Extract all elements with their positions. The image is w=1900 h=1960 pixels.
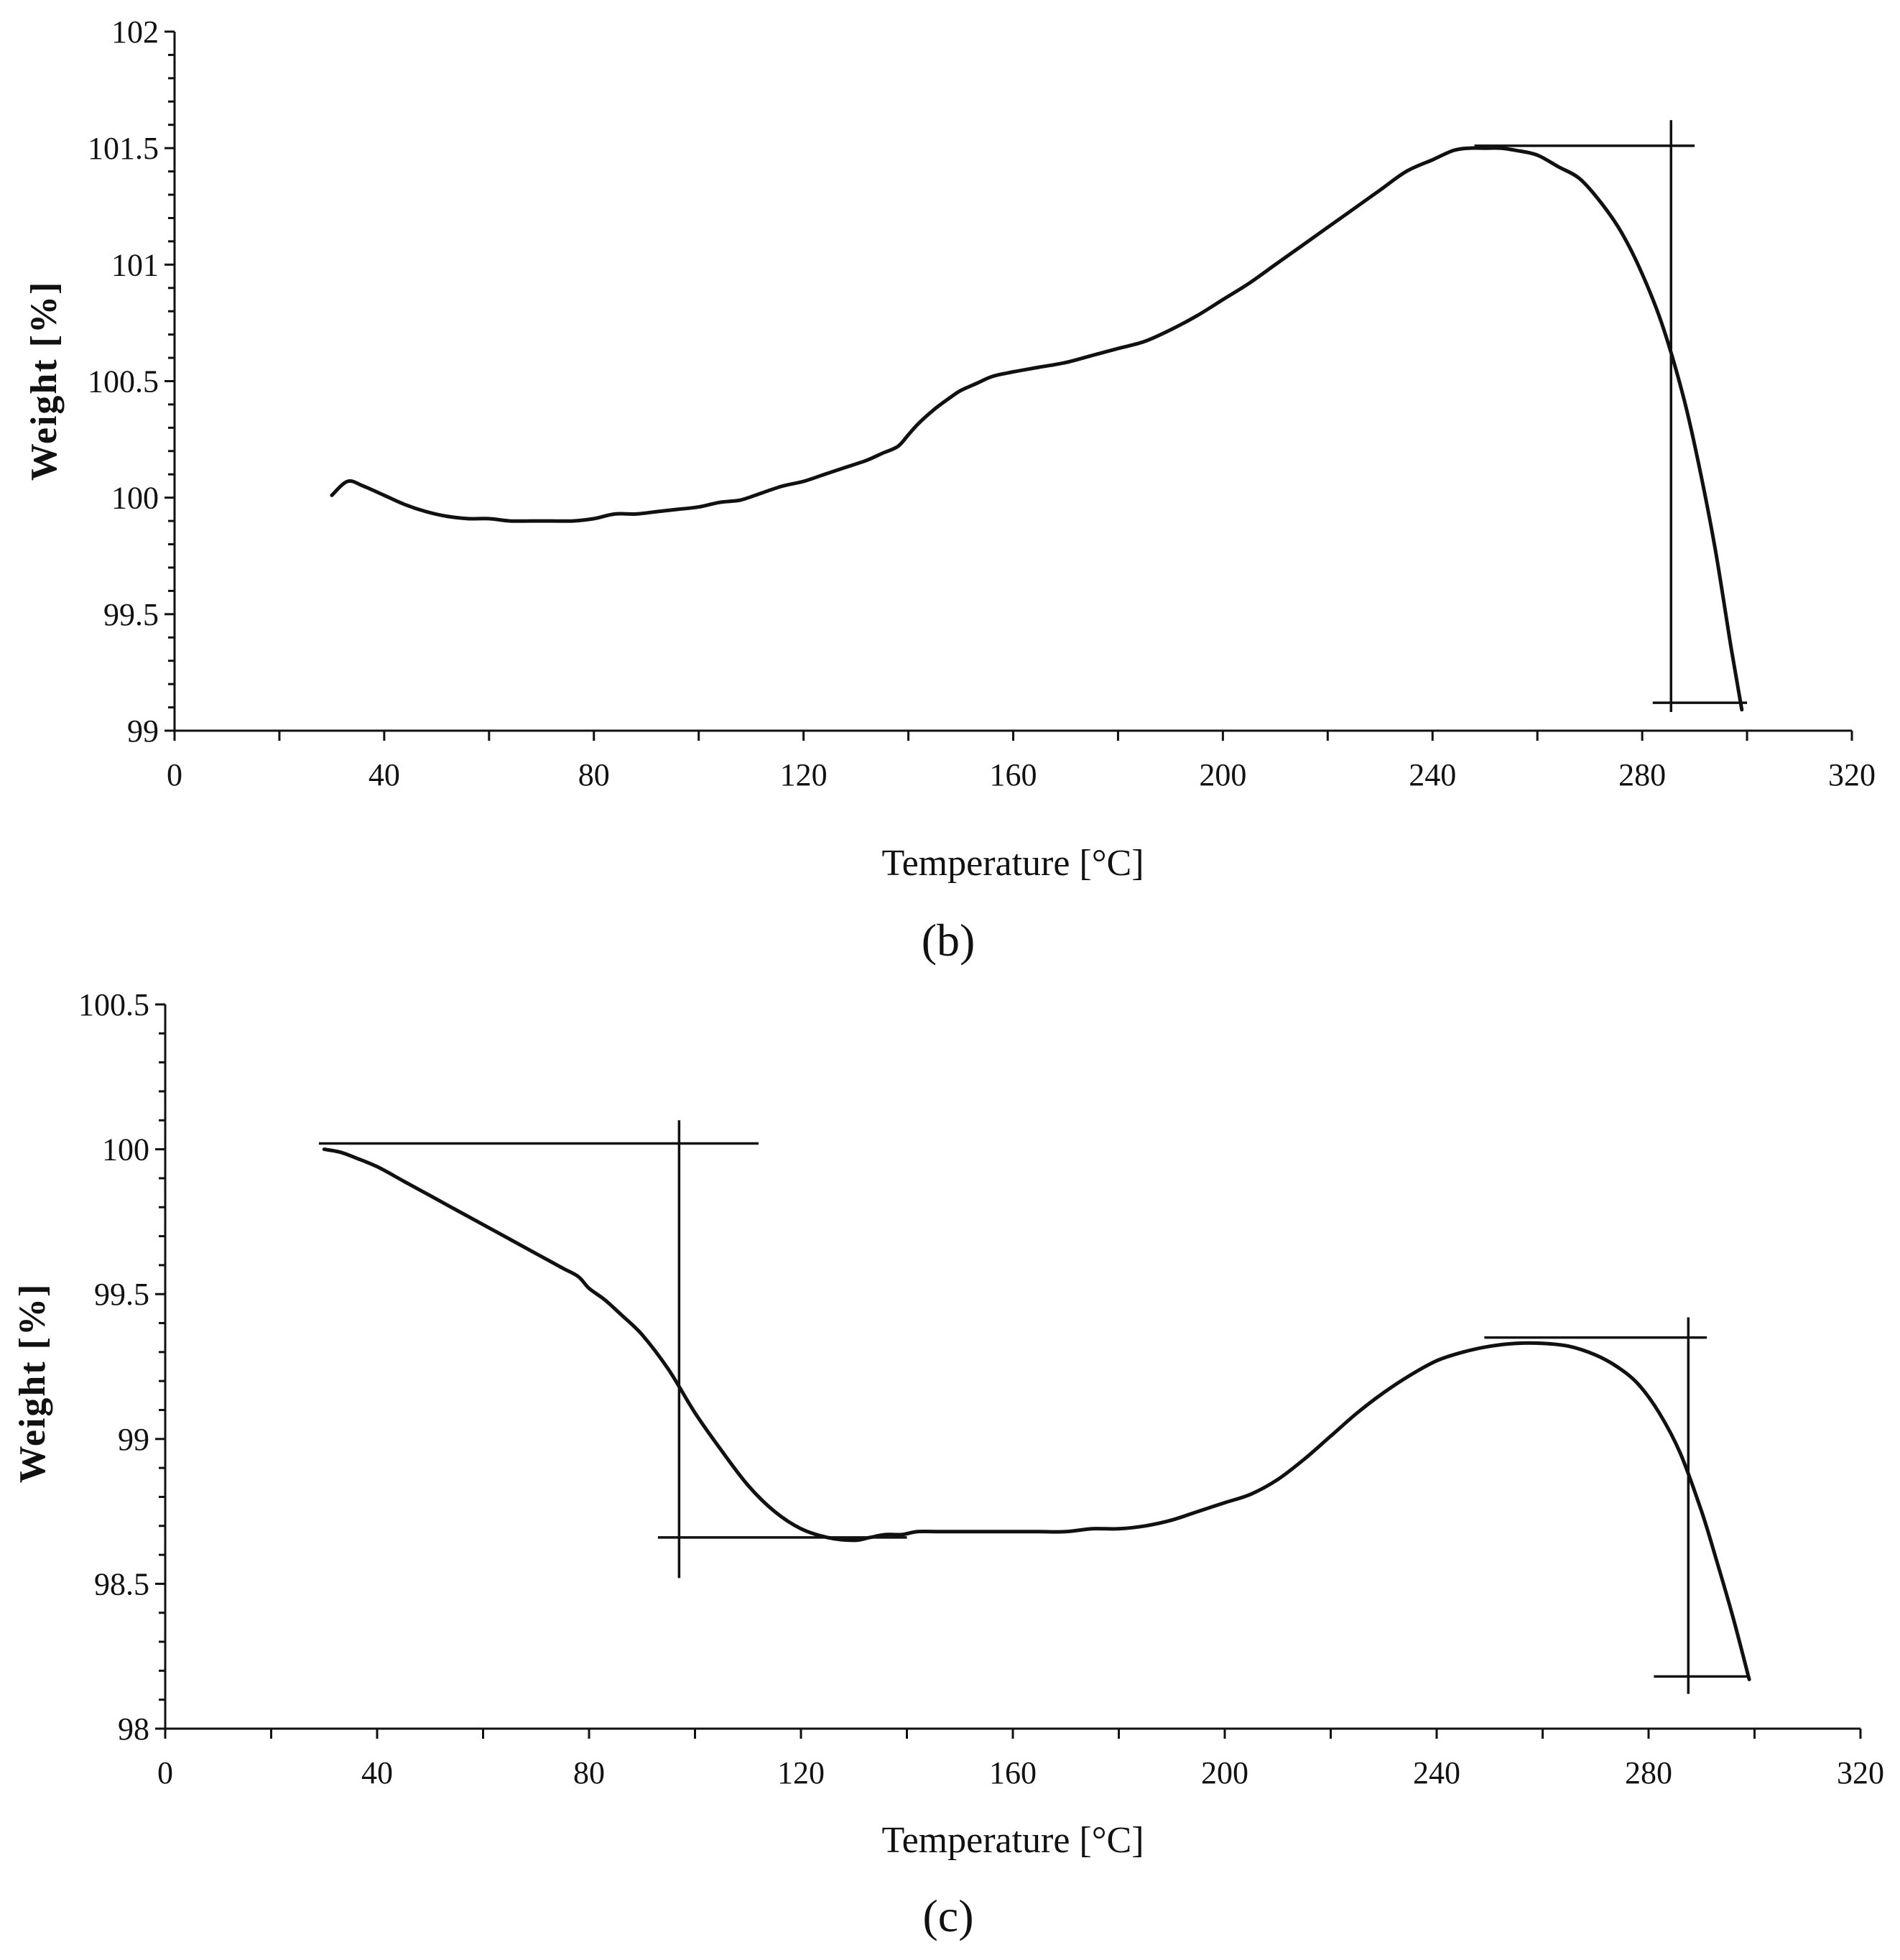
panel-b-y-tick-label: 99 — [127, 713, 159, 749]
panel-b-x-tick-label: 120 — [780, 757, 828, 792]
panel-b-y-tick-label: 100.5 — [88, 364, 159, 399]
panel-c-x-tick-label: 280 — [1625, 1755, 1672, 1790]
panel-c-x-tick-label: 80 — [573, 1755, 605, 1790]
panel-c-annotations — [318, 1120, 1750, 1694]
panel-c-chart: 0 40 80 120 160 200 240 280 320 98 98.5 99 99.5 100 10… — [12, 987, 1884, 1941]
panel-c-x-tick-label: 320 — [1837, 1755, 1884, 1790]
panel-b-axes: 0 40 80 120 160 200 240 280 320 99 99.5 100 100.5 101… — [88, 14, 1876, 792]
panel-b-x-tick-label: 200 — [1199, 757, 1246, 792]
panel-c-y-tick-label: 100 — [102, 1132, 149, 1168]
panel-b-y-tick-label: 100 — [111, 481, 159, 516]
panel-c-tga-curve — [322, 1147, 1751, 1681]
panel-b-tga-curve — [330, 146, 1744, 712]
panel-b-y-tick-label: 101 — [111, 247, 159, 282]
panel-b-y-tick-label: 101.5 — [88, 131, 159, 166]
panel-b-x-tick-label: 320 — [1828, 757, 1876, 792]
panel-b-x-tick-label: 80 — [578, 757, 610, 792]
panel-b-y-tick-label: 99.5 — [103, 597, 159, 632]
panel-b-label: (b) — [922, 915, 976, 966]
panel-c-axes: 0 40 80 120 160 200 240 280 320 98 98.5 99 99.5 100 10… — [78, 987, 1884, 1790]
panel-b-y-axis-title: Weight [%] — [24, 281, 65, 481]
panel-b-x-tick-label: 280 — [1618, 757, 1666, 792]
panel-b-annotations — [1474, 120, 1748, 713]
panel-c-y-tick-label: 98.5 — [94, 1566, 149, 1601]
panel-b-x-tick-label: 0 — [167, 757, 182, 792]
panel-c-label: (c) — [922, 1890, 973, 1941]
panel-b-x-tick-label: 40 — [369, 757, 400, 792]
panel-c-x-tick-label: 120 — [777, 1755, 825, 1790]
panel-b-y-tick-label: 102 — [111, 14, 159, 50]
panel-b-x-axis-title: Temperature [°C] — [881, 843, 1144, 884]
panel-b-chart: 0 40 80 120 160 200 240 280 320 99 99.5 100 100.5 101… — [24, 14, 1876, 966]
panel-b-x-tick-label: 240 — [1409, 757, 1456, 792]
panel-c-x-tick-label: 0 — [157, 1755, 173, 1790]
panel-c-x-tick-label: 200 — [1201, 1755, 1248, 1790]
panel-c-x-tick-label: 240 — [1413, 1755, 1460, 1790]
panel-c-x-tick-label: 40 — [361, 1755, 393, 1790]
panel-c-x-axis-title: Temperature [°C] — [881, 1820, 1144, 1861]
panel-b-series — [330, 146, 1744, 712]
panel-b-x-tick-label: 160 — [990, 757, 1037, 792]
panel-c-series — [322, 1147, 1751, 1681]
panel-c-y-tick-label: 98 — [118, 1711, 149, 1747]
panel-c-y-axis-title: Weight [%] — [12, 1283, 53, 1484]
panel-c-x-tick-label: 160 — [989, 1755, 1037, 1790]
panel-c-y-tick-label: 99 — [118, 1422, 149, 1457]
panel-c-y-tick-label: 99.5 — [94, 1277, 149, 1312]
panel-c-y-tick-label: 100.5 — [78, 987, 149, 1022]
